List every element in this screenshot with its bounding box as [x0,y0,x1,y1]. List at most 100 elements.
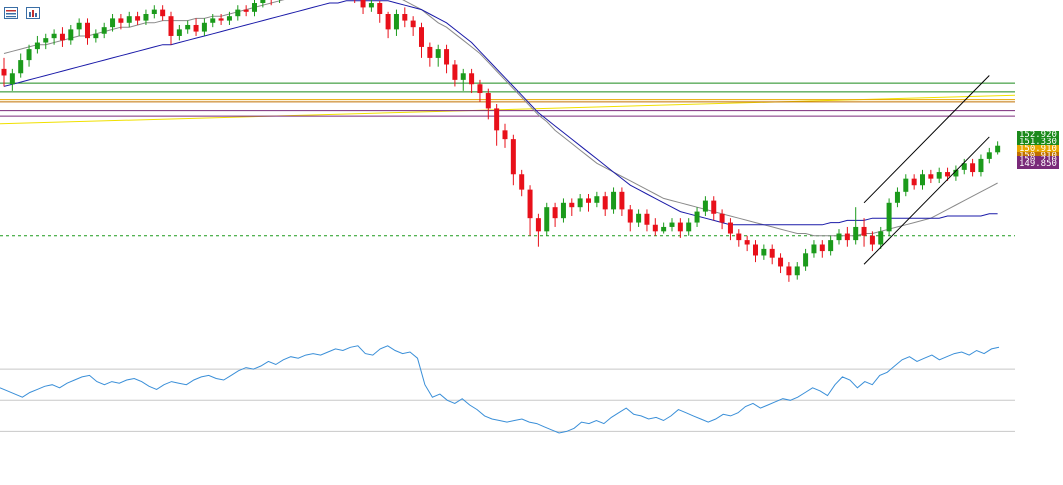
candle-body [970,163,976,173]
candle-body [861,226,867,236]
candle-body [59,33,65,41]
candle-body [93,33,99,39]
candle-body [85,22,90,39]
candle-body [535,218,541,232]
candle-body [419,27,424,47]
candle-body [869,235,875,245]
candle-body [702,200,708,212]
candle-body [727,222,733,234]
candle-body [485,93,491,109]
candle-body [694,211,700,223]
candle-body [477,84,483,94]
candle-body [235,9,241,17]
chart-properties-icon[interactable] [26,4,40,19]
candle-body [76,22,82,30]
candle-body [761,248,767,256]
candle-body [210,18,216,23]
candle-body [544,207,550,232]
candle-body [243,9,249,12]
candle-body [43,38,49,43]
candle-body [836,233,842,241]
candle-body [201,22,207,32]
candle-body [494,108,500,131]
list-icon[interactable] [4,4,18,19]
candle-body [452,64,458,80]
candle-body [469,73,475,85]
candle-body [51,33,57,39]
candle-body [9,73,15,85]
candle-body [435,49,441,58]
candle-body [393,14,399,30]
candle-body [819,244,825,252]
candle-body [786,266,792,276]
candle-body [878,231,884,245]
channel-lower-line [863,136,990,265]
candle-body [577,198,583,208]
candle-body [986,152,992,159]
candle-body [1,68,7,76]
candle-body [527,189,533,219]
candle-body [193,24,199,32]
channel-upper-line [863,75,990,204]
candle-body [118,18,124,23]
candle-body [151,9,157,14]
candle-body [552,207,558,219]
price-tag-level-3: 150.910 [1017,145,1059,154]
price-tag-level-6: 149.850 [1017,160,1059,169]
candle-body [753,244,758,256]
candle-body [619,191,625,210]
candle-body [828,240,834,252]
ma-fast-line [3,0,998,237]
candle-body [652,224,658,232]
candle-body [385,14,391,30]
candle-body [586,198,591,203]
candle-body [803,253,809,267]
ma-slow-line [3,0,998,226]
candle-body [711,200,717,214]
candle-body [961,163,967,170]
price-tag-level-1: 152.920 [1017,131,1059,140]
candle-body [669,222,675,227]
candle-body [260,0,266,4]
candle-body [886,202,892,232]
candle-body [644,213,650,225]
candle-body [686,222,692,232]
candle-body [410,20,416,28]
candle-body [811,244,817,254]
candle-body [903,178,909,192]
candle-body [176,29,182,36]
candle-body [769,248,775,258]
price-tag-level-2: 151.330 [1017,138,1059,147]
candle-body [719,213,725,223]
candle-body [427,46,433,58]
candle-body [778,257,784,267]
candle-body [135,16,141,21]
candle-body [502,130,508,140]
candle-body [360,0,366,8]
candle-body [18,60,24,74]
candle-body [444,49,450,65]
candle-body [160,9,166,17]
candle-body [402,14,408,21]
candle-body [627,209,633,223]
candle-body [661,226,667,232]
candle-body [143,14,149,21]
candle-body [377,3,383,14]
candle-body [602,196,608,210]
candle-body [68,29,74,41]
candle-body [560,202,566,219]
candle-body [168,16,174,36]
candle-body [110,18,116,28]
candle-body [844,233,850,241]
candle-body [677,222,683,232]
candle-body [101,27,107,34]
candle-body [928,174,934,179]
candle-body [894,191,900,203]
candle-body [519,174,525,190]
candle-body [636,213,642,223]
candle-body [920,174,925,186]
candle-body [736,233,742,241]
rsi-line [0,345,1000,434]
candle-body [995,145,1001,153]
